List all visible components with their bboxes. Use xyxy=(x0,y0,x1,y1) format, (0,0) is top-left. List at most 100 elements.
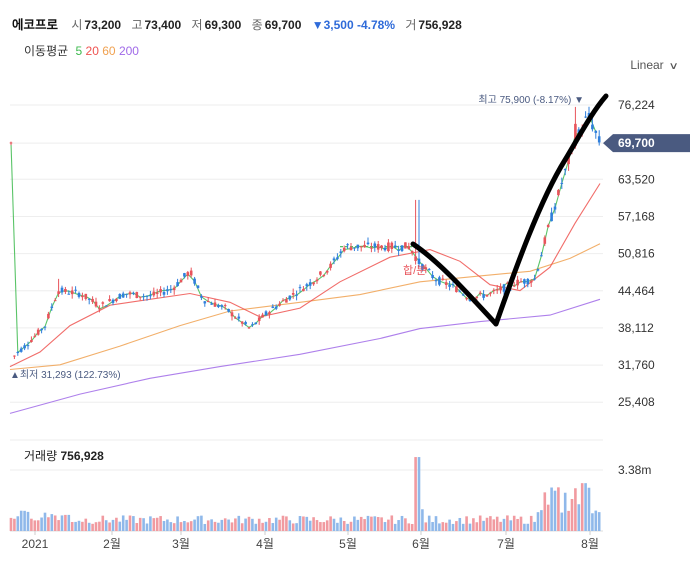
volume-bar xyxy=(506,515,509,531)
volume-bar xyxy=(329,516,332,531)
candle-body xyxy=(278,303,281,306)
moving-average-legend[interactable]: 이동평균 5 20 60 200 xyxy=(24,42,139,59)
candle-body xyxy=(550,212,553,222)
volume-bar xyxy=(172,523,176,531)
ma-5-label[interactable]: 5 xyxy=(75,44,83,58)
ma-5-line xyxy=(10,113,597,354)
volume-bar xyxy=(370,516,373,531)
candle-body xyxy=(370,247,373,249)
candle-body xyxy=(142,296,145,298)
candle-body xyxy=(560,182,564,184)
volume-bar xyxy=(281,515,285,531)
candle-body xyxy=(271,306,275,308)
candle-body xyxy=(203,301,207,304)
candle-body xyxy=(502,284,506,292)
volume-bar xyxy=(152,518,156,531)
volume-bar xyxy=(247,516,251,531)
volume-bar xyxy=(485,517,489,531)
candle-body xyxy=(108,299,111,302)
volume-bar xyxy=(121,515,125,531)
candle-body xyxy=(91,298,94,302)
candle-body xyxy=(135,292,139,298)
volume-bar xyxy=(268,518,271,531)
volume-bar xyxy=(495,516,499,531)
candle-body xyxy=(50,306,54,308)
current-price-tag xyxy=(603,134,690,153)
volume-bar xyxy=(138,517,142,531)
candle-body xyxy=(16,352,20,354)
candle-body xyxy=(325,270,329,273)
volume-bar xyxy=(359,516,363,531)
volume-bar xyxy=(516,518,519,531)
volume-bar xyxy=(200,515,203,531)
ma-20-label[interactable]: 20 xyxy=(85,44,99,58)
volume-bar xyxy=(125,519,128,531)
volume-bar xyxy=(220,519,224,531)
candle-body xyxy=(298,287,302,289)
volume-bar xyxy=(529,515,533,531)
candle-body xyxy=(237,316,241,319)
volume-bar xyxy=(128,515,132,531)
candle-body xyxy=(183,273,186,277)
candle-body xyxy=(536,269,540,271)
candle-body xyxy=(506,282,509,284)
volume-bar xyxy=(169,522,173,531)
volume-bar xyxy=(482,520,485,531)
candle-body xyxy=(9,142,13,144)
x-tick-label: 6월 xyxy=(412,537,430,551)
volume-bar xyxy=(264,521,268,531)
volume-bar xyxy=(30,518,33,531)
volume-bar xyxy=(285,516,288,531)
volume-bar xyxy=(560,512,564,531)
volume-bar xyxy=(407,523,411,531)
volume-bar xyxy=(353,516,356,531)
volume-bar xyxy=(427,515,431,531)
volume-bar xyxy=(315,520,319,531)
low-label: 저 xyxy=(191,18,203,32)
volume-bar xyxy=(108,522,111,531)
ma-200-label[interactable]: 200 xyxy=(118,44,139,58)
y-tick-label: 44,464 xyxy=(618,284,655,298)
candle-body xyxy=(424,267,428,270)
moving-average-title: 이동평균 xyxy=(24,44,69,58)
open-value: 73,200 xyxy=(84,18,122,32)
scale-selector[interactable]: Linear ∨ xyxy=(630,58,678,72)
candle-body xyxy=(30,340,33,342)
volume-bar xyxy=(472,518,475,531)
candle-body xyxy=(94,301,98,307)
candle-body xyxy=(247,327,251,329)
volume-bar xyxy=(342,521,346,531)
candle-body xyxy=(376,244,380,250)
volume-bar xyxy=(81,521,84,531)
candle-body xyxy=(13,355,16,357)
candle-body xyxy=(336,257,339,260)
volume-bar xyxy=(584,483,587,531)
volume-bar xyxy=(115,517,118,531)
candle-body xyxy=(132,292,135,294)
volume-bar xyxy=(98,521,101,531)
volume-bar xyxy=(325,520,329,531)
candle-body xyxy=(489,292,492,294)
candle-body xyxy=(574,123,577,147)
low-annotation: ▲최저 31,293 (122.73%) xyxy=(10,369,121,381)
volume-bar xyxy=(302,516,305,531)
volume-bar xyxy=(438,523,441,531)
candle-body xyxy=(431,275,434,278)
volume-bar xyxy=(278,519,281,531)
volume-bar xyxy=(162,520,166,531)
volume-bar xyxy=(166,519,169,531)
ma-60-label[interactable]: 60 xyxy=(102,44,116,58)
volume-bar xyxy=(145,523,149,531)
stock-summary: 에코프로 시 73,200 고 73,400 저 69,300 종 69,700 ▼3,… xyxy=(12,14,469,33)
merge-split-marker: 합/분 xyxy=(403,264,426,277)
volume-bar xyxy=(319,522,322,531)
candle-body xyxy=(274,306,278,309)
volume-bar xyxy=(523,523,526,531)
candle-body xyxy=(230,312,234,317)
volume-bar xyxy=(155,517,159,531)
candle-body xyxy=(529,281,533,283)
volume-bar xyxy=(346,523,349,531)
volume-bar xyxy=(376,517,380,531)
volume-bar xyxy=(363,519,366,531)
